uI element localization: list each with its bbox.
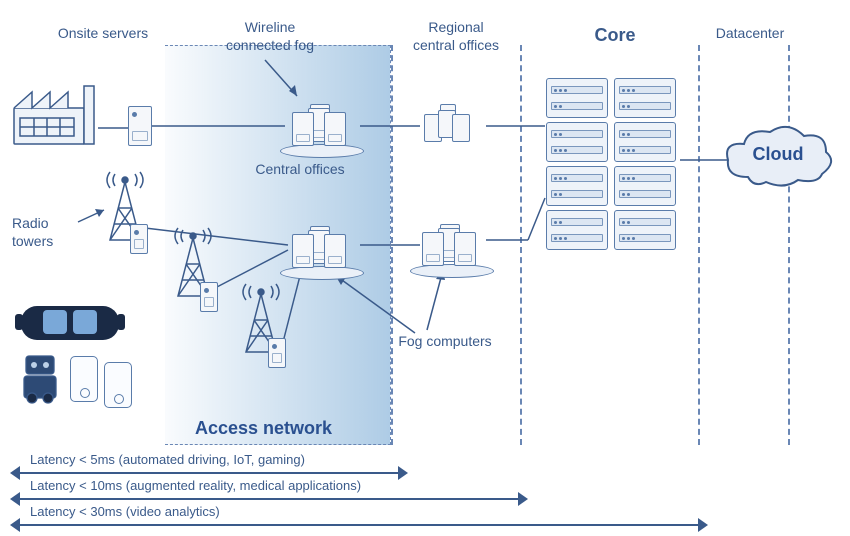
header-wireline-fog: Wireline connected fog [200, 18, 340, 54]
divider-regional [391, 45, 393, 445]
access-network-label: Access network [195, 418, 332, 439]
fog-computers-label: Fog computers [380, 332, 510, 350]
divider-right [788, 45, 790, 445]
core-rack [546, 122, 608, 162]
central-office-bottom [286, 218, 358, 274]
core-rack [546, 210, 608, 250]
core-rack [614, 166, 676, 206]
header-wireline-2: connected fog [226, 37, 314, 53]
cloud-label: Cloud [718, 144, 838, 165]
edge-server-icon [130, 224, 148, 254]
edge-server-icon [200, 282, 218, 312]
regional-top [420, 96, 480, 142]
header-core: Core [555, 24, 675, 47]
central-office-top [286, 96, 358, 152]
core-rack [614, 78, 676, 118]
divider-core [520, 45, 522, 445]
central-offices-label: Central offices [240, 160, 360, 178]
header-datacenter: Datacenter [700, 24, 800, 42]
latency-text: Latency < 30ms (video analytics) [30, 504, 220, 519]
core-rack [546, 166, 608, 206]
core-rack [614, 210, 676, 250]
header-regional-1: Regional [428, 19, 483, 35]
robot-icon [20, 352, 60, 404]
diagram-canvas: Access network Onsite servers Wireline c… [0, 0, 850, 532]
regional-bottom [416, 216, 488, 272]
header-regional-2: central offices [413, 37, 499, 53]
latency-text: Latency < 10ms (augmented reality, medic… [30, 478, 361, 493]
factory-icon [12, 78, 102, 148]
latency-arrow-30ms: Latency < 30ms (video analytics) [10, 514, 840, 536]
car-icon [15, 298, 125, 348]
onsite-server-icon [128, 106, 152, 146]
radio-towers-label: Radio towers [12, 214, 72, 250]
header-regional: Regional central offices [396, 18, 516, 54]
divider-datacenter [698, 45, 700, 445]
header-wireline-1: Wireline [245, 19, 296, 35]
latency-text: Latency < 5ms (automated driving, IoT, g… [30, 452, 305, 467]
header-onsite: Onsite servers [48, 24, 158, 42]
edge-server-icon [268, 338, 286, 368]
core-rack [546, 78, 608, 118]
core-rack [614, 122, 676, 162]
phone-icon [104, 362, 132, 408]
cloud-icon: Cloud [718, 122, 838, 192]
phone-icon [70, 356, 98, 402]
